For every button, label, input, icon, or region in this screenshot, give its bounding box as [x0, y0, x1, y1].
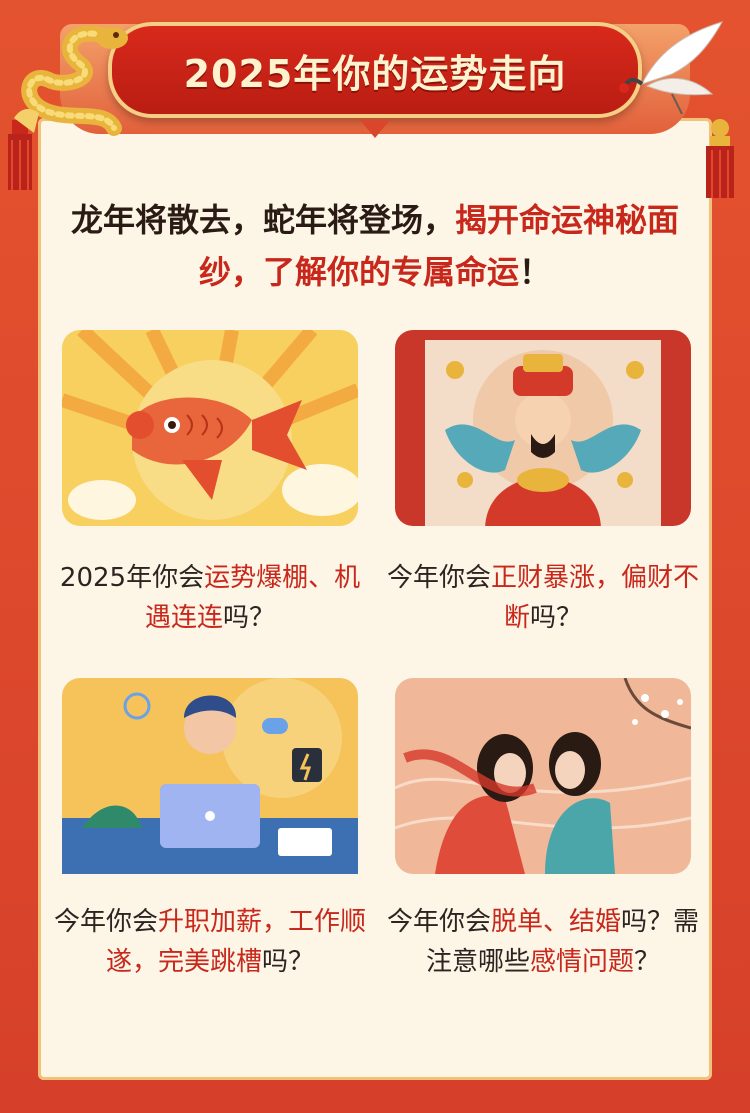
intro-part-3: ！ [519, 253, 552, 291]
title-banner: 2025年你的运势走向 [108, 22, 642, 118]
tassel-left-icon [8, 120, 32, 190]
card-career-image [62, 678, 358, 874]
golden-snake-icon [14, 25, 128, 136]
card-caption-fortune: 2025年你会运势爆棚、机遇连连吗？ [59, 563, 361, 633]
card-caption-wealth: 今年你会正财暴涨，偏财不断吗？ [386, 563, 700, 633]
intro-highlight: 揭开命运神秘面纱，了解你的专属命运 [198, 201, 680, 291]
intro-text: 龙年将散去，蛇年将登场，揭开命运神秘面纱，了解你的专属命运！ [62, 194, 688, 298]
couple-romance-icon [395, 678, 691, 874]
card-fortune-image [62, 330, 358, 526]
god-of-wealth-icon [395, 330, 691, 526]
office-worker-icon [62, 678, 358, 874]
card-caption-love: 今年你会脱单、结婚吗？需注意哪些感情问题？ [386, 907, 700, 977]
koi-fish-icon [62, 330, 358, 526]
page-title: 2025年你的运势走向 [183, 51, 567, 96]
tassel-right-icon [706, 119, 734, 198]
card-wealth-image [395, 330, 691, 526]
intro-part-1: 龙年将散去，蛇年将登场， [70, 201, 455, 239]
crane-bird-icon [619, 21, 724, 115]
content-panel [38, 118, 712, 1080]
card-caption-career: 今年你会升职加薪，工作顺遂，完美跳槽吗？ [53, 907, 367, 977]
card-love-image [395, 678, 691, 874]
